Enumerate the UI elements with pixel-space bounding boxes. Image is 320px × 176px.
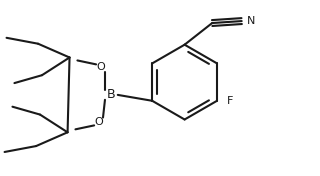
- Text: O: O: [95, 117, 103, 127]
- Text: B: B: [107, 88, 115, 101]
- Text: O: O: [97, 62, 105, 72]
- Text: N: N: [247, 16, 255, 26]
- Text: F: F: [227, 96, 233, 106]
